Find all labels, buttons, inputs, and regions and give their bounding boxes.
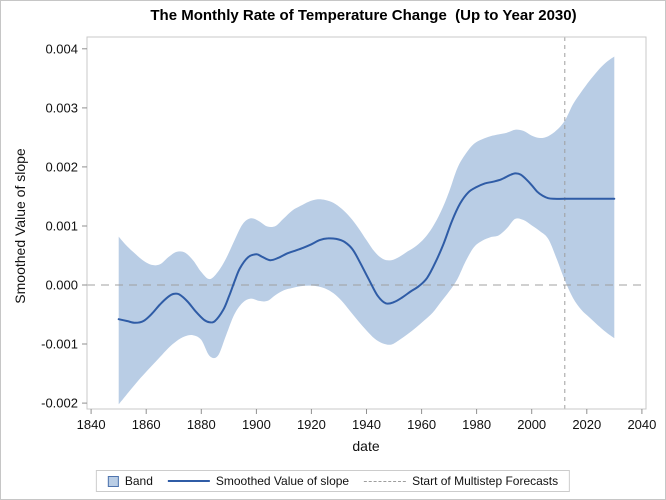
y-tick-label: 0.001 (45, 219, 78, 234)
legend-item-smoothed-line: Smoothed Value of slope (167, 474, 350, 488)
legend-band-label: Band (124, 474, 153, 488)
x-tick-label: 1980 (462, 417, 491, 432)
x-tick-label: 2040 (627, 417, 656, 432)
x-tick-label: 1900 (242, 417, 271, 432)
line-swatch-icon (167, 480, 210, 482)
x-tick-label: 1880 (187, 417, 216, 432)
legend-item-band: Band (107, 474, 153, 488)
y-tick-label: -0.002 (41, 396, 78, 411)
dashed-line-swatch-icon (364, 480, 407, 482)
x-tick-label: 2020 (572, 417, 601, 432)
band-swatch-icon (107, 475, 119, 487)
legend: Band Smoothed Value of slope Start of Mu… (95, 470, 571, 492)
x-tick-label: 2000 (517, 417, 546, 432)
legend-line-label: Smoothed Value of slope (215, 474, 350, 488)
y-tick-label: 0.003 (45, 100, 78, 115)
x-tick-label: 1840 (77, 417, 106, 432)
x-tick-label: 1960 (407, 417, 436, 432)
x-tick-label: 1920 (297, 417, 326, 432)
x-tick-label: 1860 (132, 417, 161, 432)
y-axis-title: Smoothed Value of slope (12, 148, 28, 304)
legend-forecast-label: Start of Multistep Forecasts (412, 474, 559, 488)
y-tick-label: 0.000 (45, 278, 78, 293)
legend-item-forecast-start: Start of Multistep Forecasts (364, 474, 558, 488)
band-area (118, 56, 615, 405)
smoothed-line (117, 172, 616, 324)
x-axis-title: date (352, 438, 379, 454)
y-tick-label: 0.004 (45, 41, 78, 56)
y-tick-label: 0.002 (45, 159, 78, 174)
chart-title: The Monthly Rate of Temperature Change (… (150, 7, 577, 24)
y-tick-label: -0.001 (41, 337, 78, 352)
x-tick-label: 1940 (352, 417, 381, 432)
